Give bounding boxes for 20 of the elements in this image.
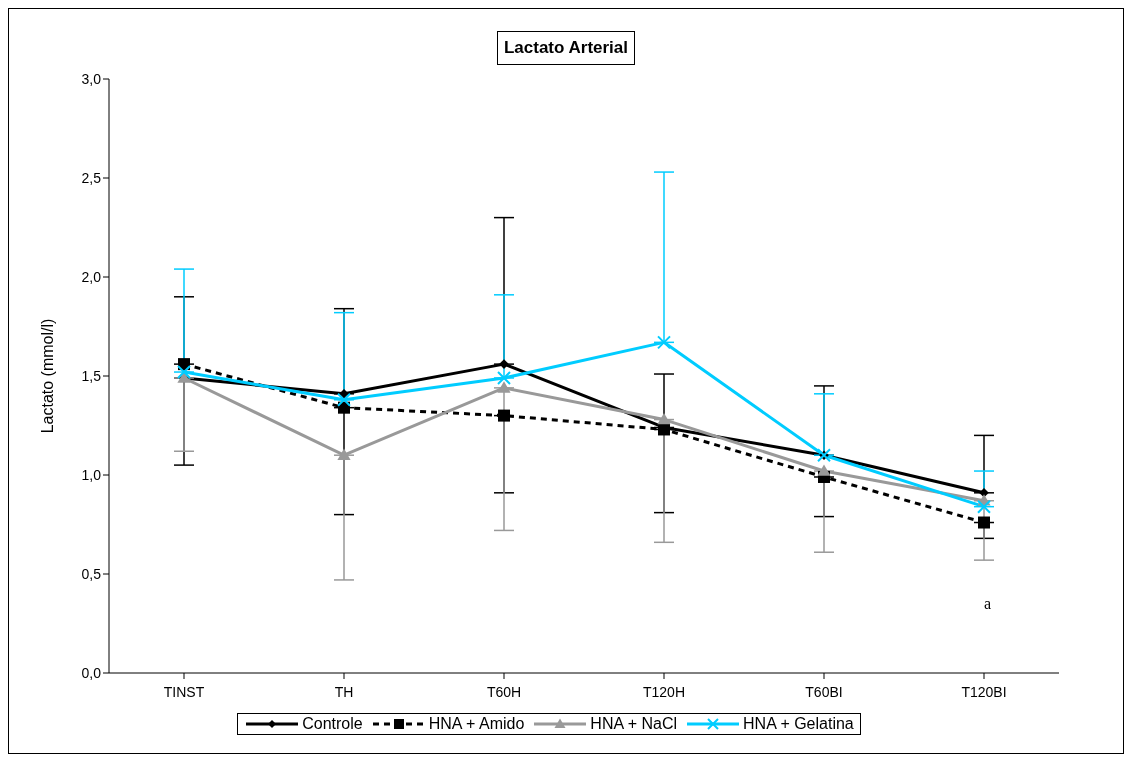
- y-tick-label: 2,0: [81, 268, 102, 285]
- x-tick-label: TH: [334, 683, 354, 700]
- y-tick-label: 1,0: [81, 466, 102, 483]
- y-tick-label: 2,5: [81, 169, 102, 186]
- y-axis-title: Lactato (mmol/l): [38, 318, 56, 434]
- chart-title: Lactato Arterial: [496, 31, 636, 65]
- y-tick-label: 3,0: [81, 70, 102, 87]
- x-tick-label: T60BI: [805, 683, 843, 700]
- y-tick-label: 0,5: [81, 565, 102, 582]
- x-tick-label: T120H: [642, 683, 686, 700]
- x-tick-label: T120BI: [961, 683, 1007, 700]
- legend-label: HNA + Gelatina: [743, 715, 854, 733]
- y-tick-label: 0,0: [81, 664, 102, 681]
- legend-label: HNA + Amido: [428, 715, 525, 733]
- y-tick-label: 1,5: [81, 367, 102, 384]
- annotation: a: [984, 595, 992, 613]
- x-tick-label: TINST: [163, 683, 205, 700]
- legend-label: Controle: [302, 715, 363, 733]
- x-tick-label: T60H: [486, 683, 522, 700]
- legend-label: HNA + NaCl: [590, 715, 678, 733]
